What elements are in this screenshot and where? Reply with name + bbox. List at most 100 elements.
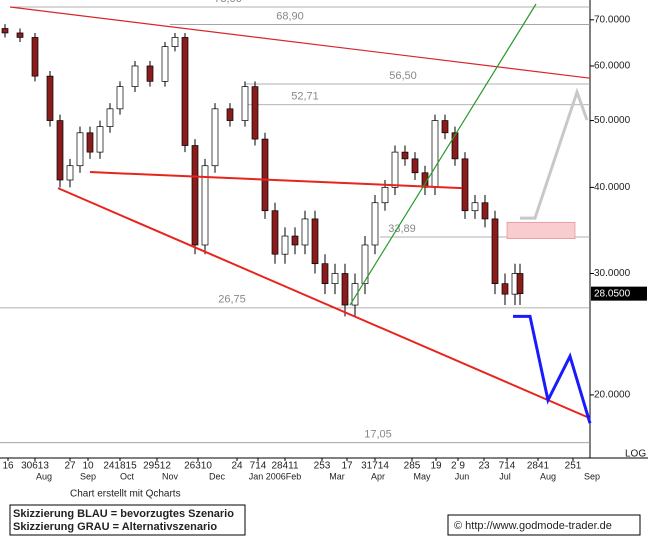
month-label: Mar xyxy=(329,471,345,481)
month-label: Jan 2006Feb xyxy=(249,471,302,481)
candle-body xyxy=(116,86,124,110)
candle-body xyxy=(491,218,499,285)
y-tick-label: 60.0000 xyxy=(594,61,631,72)
level-label: 52,71 xyxy=(291,91,319,103)
level-label: 17,05 xyxy=(364,429,392,441)
candle-body xyxy=(146,65,154,82)
candle-body xyxy=(471,202,479,212)
month-label: Sep xyxy=(80,471,96,481)
trend-line xyxy=(513,314,592,424)
candle-body xyxy=(56,120,64,181)
x-tick-label: 30613 xyxy=(21,461,49,472)
candle-body xyxy=(86,132,94,153)
candle-body xyxy=(461,158,469,212)
month-label: Sep xyxy=(584,471,600,481)
candle-body xyxy=(481,202,489,220)
month-label: Nov xyxy=(162,471,179,481)
candle-body xyxy=(31,37,39,77)
level-label: 56,50 xyxy=(389,70,417,82)
x-tick-label: 714 xyxy=(250,461,267,472)
month-label: Aug xyxy=(540,471,556,481)
month-label: Apr xyxy=(371,471,385,481)
last-price-box xyxy=(591,286,647,301)
candle-body xyxy=(371,202,379,246)
x-tick-label: 31714 xyxy=(361,461,389,472)
candle-body xyxy=(191,145,199,246)
candle-body xyxy=(201,165,209,246)
x-tick-label: 2841 xyxy=(527,461,550,472)
candle-body xyxy=(171,37,179,48)
last-price-label: 28.0500 xyxy=(594,288,631,299)
x-tick-label: 16 xyxy=(2,461,14,472)
x-tick-label: 26310 xyxy=(184,461,212,472)
candle-body xyxy=(226,108,234,121)
y-tick-label: 70.0000 xyxy=(594,14,631,25)
y-tick-label: 50.0000 xyxy=(594,115,631,126)
candle-body xyxy=(131,65,139,87)
legend-text: Skizzierung GRAU = Alternativszenario xyxy=(13,521,217,533)
x-tick-label: 2 9 xyxy=(451,461,465,472)
candle-body xyxy=(341,273,349,306)
y-tick-label: 40.0000 xyxy=(594,182,631,193)
candle-body xyxy=(1,28,9,34)
x-tick-label: 714 xyxy=(499,461,516,472)
x-tick-label: 17 xyxy=(341,461,353,472)
candle-body xyxy=(106,108,114,127)
candle-body xyxy=(411,158,419,174)
x-tick-label: 24 xyxy=(231,461,243,472)
month-label: Dec xyxy=(209,471,226,481)
candle-body xyxy=(251,86,259,140)
x-tick-label: 19 xyxy=(430,461,442,472)
level-label: 73,06 xyxy=(214,0,242,5)
candle-body xyxy=(431,120,439,188)
month-label: May xyxy=(413,471,431,481)
level-label: 33,89 xyxy=(388,223,416,235)
candle-body xyxy=(66,165,74,181)
legend-text: Skizzierung BLAU = bevorzugtes Szenario xyxy=(13,508,234,520)
candle-body xyxy=(46,75,54,121)
candle-body xyxy=(401,151,409,160)
y-tick-label: 20.0000 xyxy=(594,390,631,401)
candle-body xyxy=(441,120,449,134)
trend-line xyxy=(520,87,589,220)
x-tick-label: 23 xyxy=(478,461,490,472)
x-tick-label: 285 xyxy=(404,461,421,472)
url-box xyxy=(447,514,641,536)
x-tick-label: 241815 xyxy=(103,461,137,472)
candle-body xyxy=(261,138,269,212)
month-label: Oct xyxy=(120,471,135,481)
x-tick-label: 29512 xyxy=(143,461,171,472)
trend-line xyxy=(349,3,537,306)
candle-body xyxy=(321,263,329,285)
x-tick-label: 10 xyxy=(82,461,94,472)
level-label: 26,75 xyxy=(218,294,246,306)
candle-body xyxy=(301,218,309,246)
url: © http://www.godmode-trader.de xyxy=(454,520,612,532)
candle-body xyxy=(351,283,359,306)
candle-body xyxy=(181,37,189,146)
candle-body xyxy=(271,210,279,255)
x-tick-label: 253 xyxy=(314,461,331,472)
candle-body xyxy=(241,86,249,121)
candle-body xyxy=(331,273,339,285)
x-tick-label: 28411 xyxy=(271,461,299,472)
log-label: LOG xyxy=(625,449,646,460)
candle-body xyxy=(161,46,169,82)
candle-body xyxy=(516,273,524,294)
legend-box xyxy=(9,504,246,536)
trend-line xyxy=(57,187,591,420)
candle-body xyxy=(96,126,104,153)
candle-body xyxy=(381,187,389,204)
level-label: 68,90 xyxy=(276,10,304,22)
candle-body xyxy=(391,151,399,188)
candle-body xyxy=(281,235,289,255)
month-label: Aug xyxy=(36,471,52,481)
candle-body xyxy=(361,244,369,285)
trend-line xyxy=(89,171,463,190)
zone xyxy=(506,221,576,239)
trend-line xyxy=(9,6,591,79)
y-tick-label: 30.0000 xyxy=(594,268,631,279)
x-tick-label: 251 xyxy=(565,461,582,472)
month-label: Jun xyxy=(455,471,470,481)
